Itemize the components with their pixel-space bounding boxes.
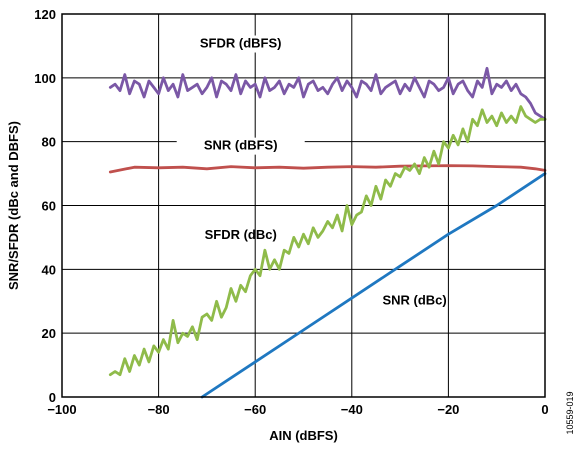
y-tick-label: 120 — [34, 7, 56, 22]
annotation-snr-dbfs: SNR (dBFS) — [204, 138, 278, 153]
x-tick-label: −60 — [244, 402, 266, 417]
y-tick-label: 100 — [34, 71, 56, 86]
y-tick-label: 0 — [49, 390, 56, 405]
y-tick-label: 20 — [42, 326, 56, 341]
y-axis-label: SNR/SFDR (dBc and DBFS) — [6, 121, 21, 290]
y-axis-ticks: 0 20 40 60 80 100 120 — [34, 7, 56, 405]
x-axis-ticks: −100 −80 −60 −40 −20 0 — [47, 402, 548, 417]
x-tick-label: −80 — [148, 402, 170, 417]
series-layer — [108, 66, 547, 399]
x-tick-label: −20 — [437, 402, 459, 417]
x-axis-label: AIN (dBFS) — [269, 428, 338, 443]
series-line-sfdr-dbfs — [108, 66, 547, 121]
annotation-background — [176, 35, 305, 53]
x-tick-label: −40 — [341, 402, 363, 417]
annotation-background — [176, 137, 305, 155]
x-tick-label: 0 — [541, 402, 548, 417]
series-line-snr-dbc — [200, 172, 547, 399]
annotation-sfdr-dbfs: SFDR (dBFS) — [200, 36, 282, 51]
y-tick-label: 60 — [42, 199, 56, 214]
annotation-sfdr-dbc: SFDR (dBc) — [205, 227, 277, 242]
y-tick-label: 80 — [42, 135, 56, 150]
y-tick-label: 40 — [42, 262, 56, 277]
annotation-snr-dbc: SNR (dBc) — [382, 292, 446, 307]
plot-frame — [61, 13, 546, 398]
series-line-sfdr-dbc — [108, 105, 547, 377]
figure-id: 10559-019 — [565, 391, 575, 434]
annotations: SFDR (dBFS) SNR (dBFS) SFDR (dBc) SNR (dBc) — [176, 35, 447, 307]
series-line-snr-dbfs — [108, 164, 547, 174]
x-tick-label: −100 — [47, 402, 76, 417]
